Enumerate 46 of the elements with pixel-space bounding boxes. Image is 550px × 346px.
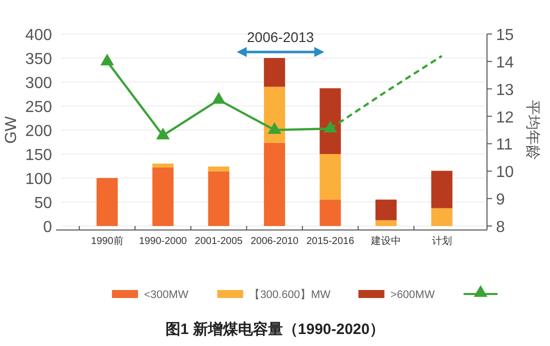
- legend-label: <300MW: [144, 289, 189, 301]
- y-axis-title: GW: [3, 115, 20, 144]
- y-tick-label: 50: [34, 195, 52, 212]
- bar: [264, 86, 286, 143]
- bar: [208, 171, 230, 226]
- y-tick-label: 100: [25, 171, 52, 188]
- bar: [152, 164, 174, 168]
- y-tick-label: 300: [25, 75, 52, 92]
- y2-tick-label: 11: [496, 136, 513, 154]
- bar: [320, 88, 341, 154]
- bar: [431, 170, 452, 208]
- legend-label: 【300.600】MW: [249, 288, 332, 301]
- y-tick-label: 400: [25, 27, 52, 44]
- bar: [320, 154, 341, 200]
- y2-tick-label: 14: [496, 54, 514, 72]
- y2-tick-label: 9: [496, 192, 505, 209]
- bar: [96, 178, 118, 226]
- bar: [375, 220, 397, 226]
- bar: [320, 200, 341, 226]
- x-tick-label: 2001-2005: [194, 236, 244, 247]
- x-tick-label: 建设中: [370, 235, 402, 247]
- y2-tick-label: 8: [496, 219, 505, 236]
- legend-label: >600MW: [390, 289, 436, 301]
- bar: [264, 142, 286, 226]
- x-tick-label: 1990-2000: [139, 236, 188, 247]
- y-tick-label: 150: [25, 147, 52, 164]
- annotation: 2006-2013: [247, 29, 314, 45]
- y2-tick-label: 15: [496, 27, 514, 44]
- text: 图1 新增煤电容量（1990-2020）: [165, 320, 385, 338]
- bar: [152, 167, 174, 226]
- bar: [264, 58, 286, 87]
- y-tick-label: 200: [25, 123, 52, 140]
- y2-axis-title: 平均年龄: [524, 100, 541, 160]
- y2-tick-label: 13: [496, 82, 514, 99]
- bar: [208, 166, 230, 172]
- bar: [375, 200, 397, 220]
- y2-tick-label: 12: [496, 109, 514, 126]
- x-tick-label: 2006-2010: [250, 236, 299, 247]
- y2-tick-label: 10: [496, 164, 514, 182]
- x-tick-label: 1990前: [91, 235, 124, 247]
- bar: [431, 208, 452, 226]
- y-tick-label: 350: [25, 51, 52, 68]
- x-tick-label: 计划: [432, 235, 452, 247]
- x-tick-label: 2015-2016: [306, 236, 355, 247]
- y-tick-label: 0: [43, 219, 52, 236]
- y-tick-label: 250: [25, 99, 52, 116]
